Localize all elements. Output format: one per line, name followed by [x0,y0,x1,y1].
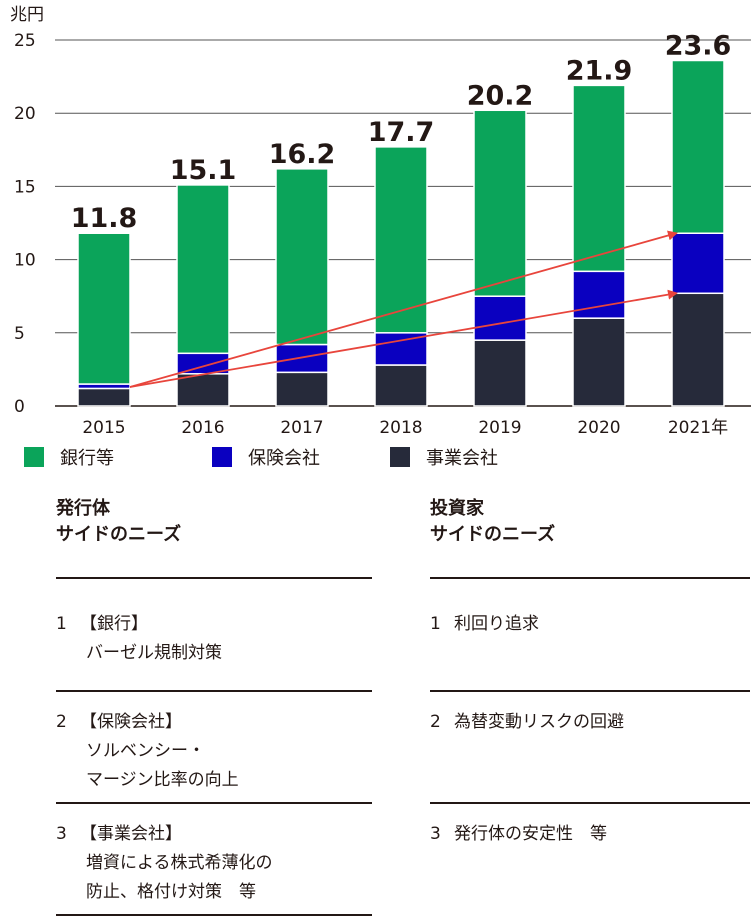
issuer-needs-heading: 発行体 サイドのニーズ [56,496,181,548]
bar-segment [572,84,626,273]
trend-arrows [129,230,678,388]
trend-arrow [129,230,678,388]
bars [77,59,725,407]
total-labels: 11.8 15.1 16.2 17.7 20.2 21.9 23.6 [71,30,732,234]
bar-segment [275,343,329,374]
bar-segment [473,109,527,297]
bar-segment [671,232,725,295]
item-heading: 【保険会社】 [80,712,182,732]
total-label: 11.8 [71,203,138,234]
investor-title-line2: サイドのニーズ [430,524,556,545]
divider [430,690,750,692]
item-number: 3 [430,824,441,844]
legend-item-corporates: 事業会社 [390,444,498,470]
stacked-bar-chart: 兆円 0 5 10 15 20 25 11.8 15.1 16.2 17.7 20.2 21.9 23… [10,5,751,438]
total-label: 15.1 [170,155,237,186]
issuer-need-1: 1 【銀行】 バーゼル規制対策 [56,610,222,668]
item-number: 3 [56,824,67,844]
item-number: 2 [430,712,441,732]
bar-segment [77,387,131,407]
bar-segment [275,168,329,346]
total-label: 17.7 [368,117,435,148]
y-tick-labels: 0 5 10 15 20 25 [14,31,36,417]
total-label: 20.2 [467,80,534,111]
x-tick-label: 2020 [577,418,620,438]
x-tick-label: 2015 [82,418,125,438]
bar-segment [374,146,428,334]
divider [56,802,372,804]
legend-item-banks: 銀行等 [24,444,114,470]
x-tick-labels: 2015 2016 2017 2018 2019 2020 2021年 [82,418,728,438]
issuer-need-3: 3 【事業会社】 増資による株式希薄化の 防止、格付け対策 等 [56,820,273,907]
total-label: 16.2 [269,139,336,170]
trend-arrow [129,289,678,388]
bar-segment [374,364,428,407]
legend-label-insurers: 保険会社 [248,448,320,469]
item-number: 1 [430,614,441,634]
bar-segment [473,295,527,341]
legend-item-insurers: 保険会社 [212,444,320,470]
legend-label-corporates: 事業会社 [426,448,498,469]
investor-title-line1: 投資家 [430,498,484,519]
divider [56,690,372,692]
bar-segment [275,371,329,407]
y-tick-label: 10 [14,251,36,271]
divider [56,577,372,579]
bar-segment [473,339,527,407]
item-number: 2 [56,712,67,732]
item-heading: 【銀行】 [80,614,148,634]
bar-segment [572,270,626,319]
item-text: 増資による株式希薄化の [86,853,273,873]
x-tick-label: 2017 [280,418,323,438]
legend-swatch-insurers [212,447,232,467]
item-text: 発行体の安定性 等 [454,824,607,844]
investor-need-2: 2 為替変動リスクの回避 [430,708,624,737]
investor-need-3: 3 発行体の安定性 等 [430,820,607,849]
issuer-need-2: 2 【保険会社】 ソルベンシー・ マージン比率の向上 [56,708,239,795]
item-text: 利回り追求 [454,614,539,634]
issuer-title-line1: 発行体 [56,498,110,519]
x-tick-label: 2019 [478,418,521,438]
item-text: マージン比率の向上 [86,770,239,790]
divider [56,914,372,916]
legend-label-banks: 銀行等 [60,448,114,469]
item-text: バーゼル規制対策 [86,643,222,663]
item-number: 1 [56,614,67,634]
total-label: 23.6 [665,30,732,61]
investor-needs-heading: 投資家 サイドのニーズ [430,496,555,548]
y-axis-unit: 兆円 [10,5,44,25]
bar-segment [572,317,626,407]
item-text: 防止、格付け対策 等 [86,882,256,902]
investor-need-1: 1 利回り追求 [430,610,539,639]
divider [430,577,750,579]
y-tick-label: 15 [14,177,36,197]
y-tick-label: 25 [14,31,36,51]
bar-segment [671,292,725,407]
bar-segment [176,184,230,355]
item-text: 為替変動リスクの回避 [454,712,624,732]
legend-swatch-banks [24,447,44,467]
divider [430,802,750,804]
item-heading: 【事業会社】 [80,824,182,844]
x-tick-label: 2021年 [668,418,728,438]
legend-swatch-corporates [390,447,410,467]
issuer-title-line2: サイドのニーズ [56,524,182,545]
y-tick-label: 5 [14,324,25,344]
x-tick-label: 2016 [181,418,224,438]
item-text: ソルベンシー・ [86,741,205,761]
bar-segment [176,373,230,407]
bar-segment [77,232,131,385]
total-label: 21.9 [566,55,633,86]
y-tick-label: 0 [14,397,25,417]
y-tick-label: 20 [14,104,36,124]
bar-segment [671,59,725,234]
x-tick-label: 2018 [379,418,422,438]
